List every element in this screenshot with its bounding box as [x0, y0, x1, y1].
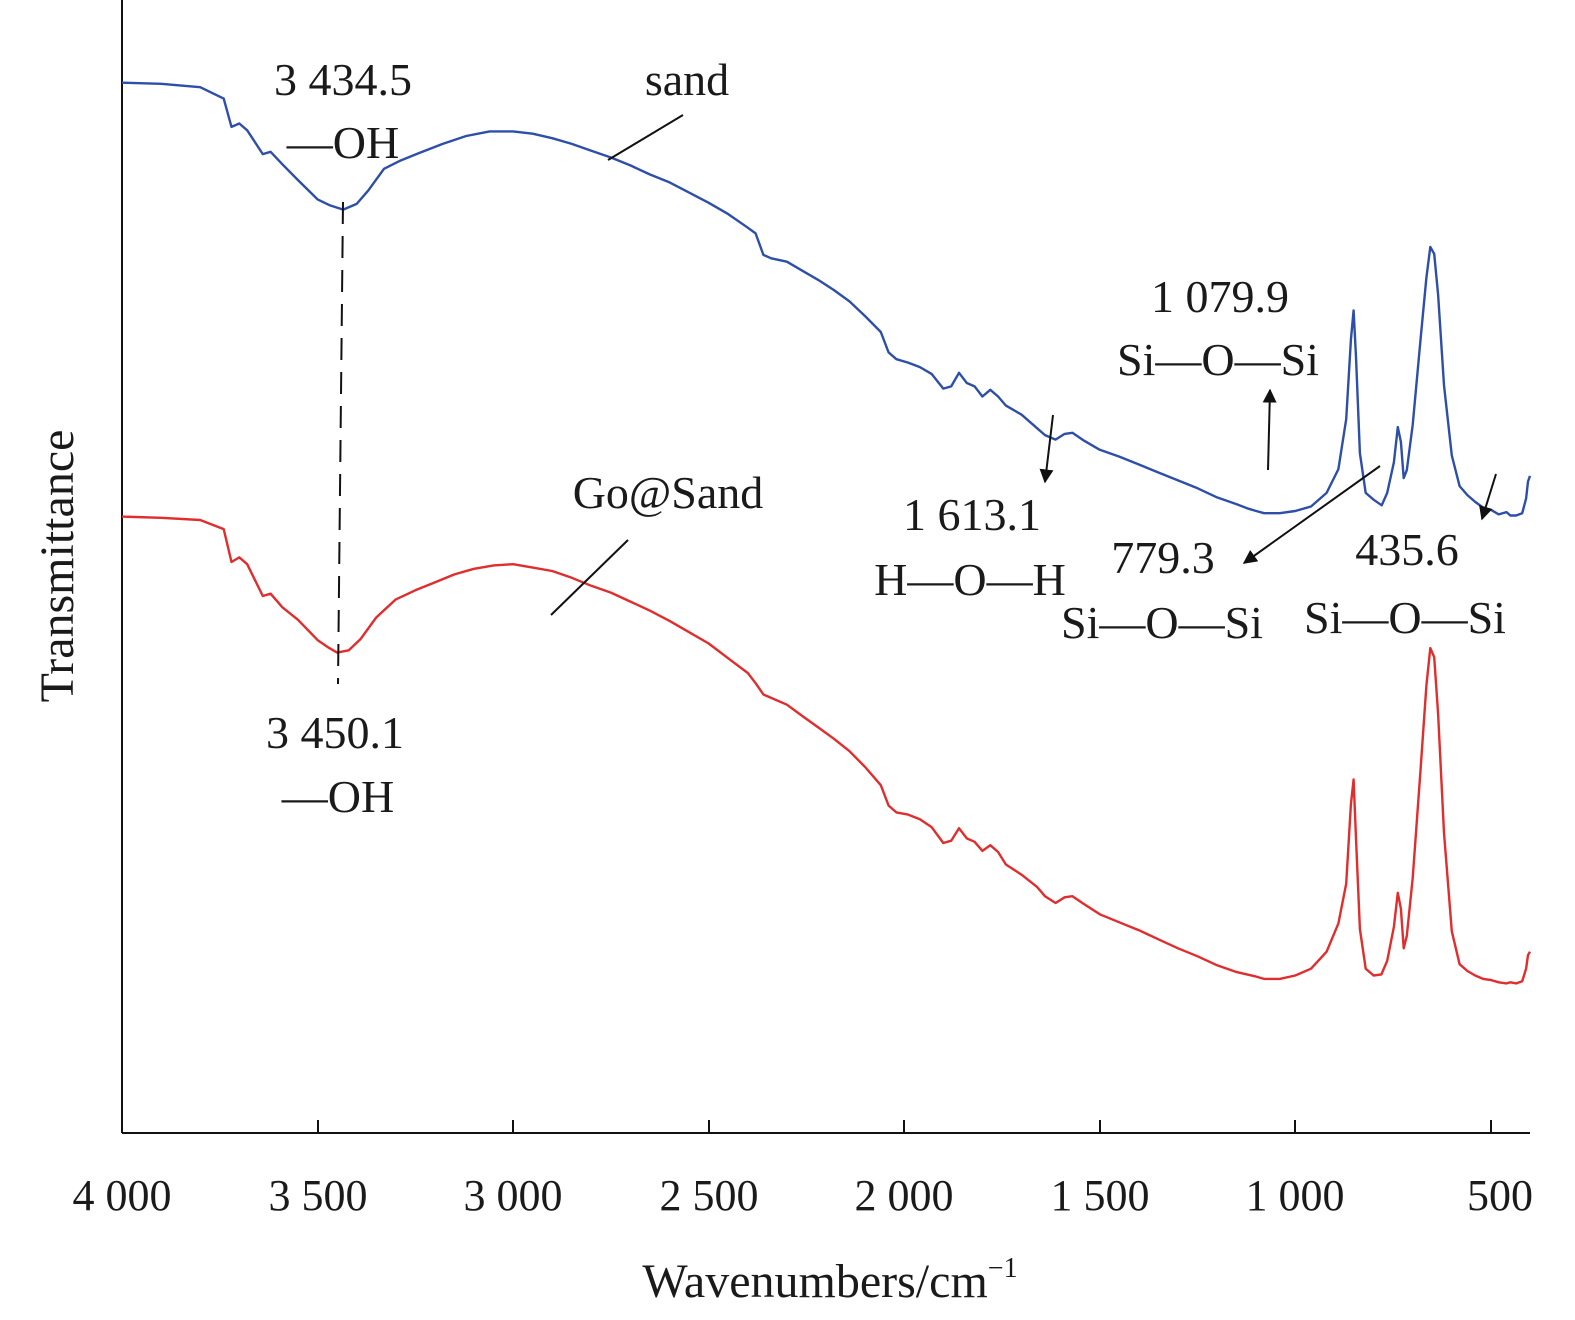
annotation-sand-435-wavenumber: 435.6: [1355, 524, 1459, 575]
x-tick-label-500: 500: [1467, 1171, 1533, 1220]
annotation-go-label: Go@Sand: [573, 467, 764, 518]
annotations: 3 434.5 —OH sand 1 079.9 Si—O—Si 1 613.1…: [266, 54, 1506, 822]
annotation-sand-1079-wavenumber: 1 079.9: [1151, 271, 1289, 322]
annotation-sand-1079-group: Si—O—Si: [1117, 334, 1319, 385]
x-tick-labels: 4 000 3 500 3 000 2 500 2 000 1 500 1 00…: [73, 1171, 1534, 1220]
annotation-sand-label: sand: [645, 54, 729, 105]
x-axis-title-superscript: −1: [988, 1253, 1018, 1284]
annotation-sand-oh-wavenumber: 3 434.5: [274, 54, 412, 105]
annotation-leaders: [337, 114, 1497, 685]
annotation-go-oh-wavenumber: 3 450.1: [266, 707, 404, 758]
arrow-779: [1242, 465, 1381, 564]
annotation-sand-435-group: Si—O—Si: [1304, 592, 1506, 643]
arrow-435: [1479, 473, 1497, 521]
x-tick-label-2000: 2 000: [855, 1171, 954, 1220]
sand-label-leader: [607, 114, 684, 161]
annotation-sand-779-group: Si—O—Si: [1061, 597, 1263, 648]
arrow-1613: [1039, 414, 1054, 484]
x-tick-label-2500: 2 500: [660, 1171, 759, 1220]
x-tick-label-1500: 1 500: [1051, 1171, 1150, 1220]
x-axis-title-main: Wavenumbers/cm: [642, 1255, 987, 1308]
x-ticks: [121, 1120, 1492, 1133]
annotation-go-oh-group: —OH: [281, 771, 394, 822]
go-label-leader: [550, 539, 629, 616]
y-axis-title: Transmittance: [31, 430, 84, 703]
x-tick-label-4000: 4 000: [73, 1171, 172, 1220]
annotation-sand-779-wavenumber: 779.3: [1111, 532, 1215, 583]
x-tick-label-1000: 1 000: [1246, 1171, 1345, 1220]
series-line-go-at-sand: [121, 515, 1532, 985]
annotation-sand-oh-group: —OH: [286, 117, 399, 168]
annotation-sand-1613-group: H—O—H: [874, 554, 1066, 605]
x-axis-title: Wavenumbers/cm−1: [642, 1253, 1017, 1308]
annotation-sand-1613-wavenumber: 1 613.1: [903, 489, 1041, 540]
x-tick-label-3500: 3 500: [269, 1171, 368, 1220]
x-tick-label-3000: 3 000: [464, 1171, 563, 1220]
arrow-1079: [1262, 388, 1277, 471]
oh-dashed-guide: [337, 201, 344, 685]
series-line-sand: [121, 81, 1532, 517]
